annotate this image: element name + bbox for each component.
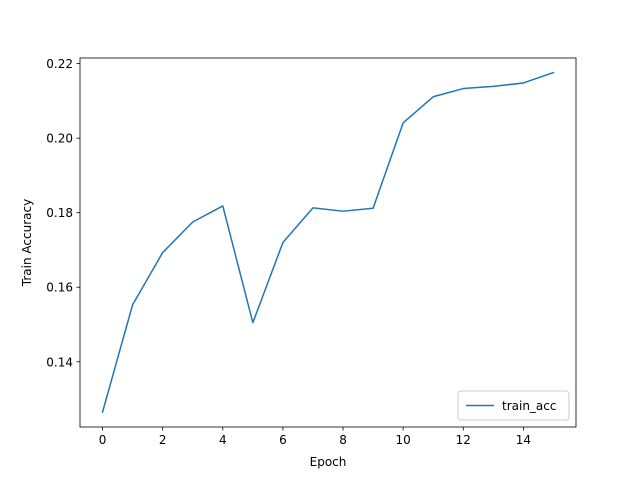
x-tick-label: 14 bbox=[516, 433, 531, 447]
y-tick-label: 0.16 bbox=[46, 281, 73, 295]
x-axis-ticks: 0 2 4 6 8 10 12 14 bbox=[99, 427, 531, 447]
legend-label: train_acc bbox=[502, 399, 556, 413]
series-layer bbox=[101, 71, 555, 414]
x-tick-label: 2 bbox=[159, 433, 167, 447]
y-tick-label: 0.22 bbox=[46, 57, 73, 71]
legend: train_acc bbox=[457, 390, 570, 421]
x-tick-label: 10 bbox=[396, 433, 411, 447]
x-axis-label: Epoch bbox=[310, 455, 347, 469]
x-tick-label: 8 bbox=[339, 433, 347, 447]
legend-box bbox=[457, 390, 570, 421]
series-line-train_acc bbox=[101, 71, 555, 414]
y-tick-label: 0.20 bbox=[46, 132, 73, 146]
x-tick-label: 4 bbox=[219, 433, 227, 447]
y-axis-label: Train Accuracy bbox=[20, 199, 34, 287]
y-axis-ticks: 0.14 0.16 0.18 0.20 0.22 bbox=[46, 57, 80, 369]
y-tick-label: 0.18 bbox=[46, 206, 73, 220]
x-tick-label: 0 bbox=[99, 433, 107, 447]
x-tick-label: 6 bbox=[279, 433, 287, 447]
y-tick-label: 0.14 bbox=[46, 355, 73, 369]
x-tick-label: 12 bbox=[456, 433, 471, 447]
axes-frame bbox=[79, 57, 577, 428]
